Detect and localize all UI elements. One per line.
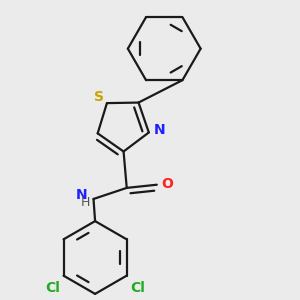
Text: N: N (154, 123, 165, 137)
Text: Cl: Cl (45, 281, 60, 296)
Text: S: S (94, 90, 104, 104)
Text: H: H (81, 196, 91, 208)
Text: O: O (161, 177, 173, 191)
Text: N: N (76, 188, 87, 202)
Text: Cl: Cl (130, 281, 146, 296)
